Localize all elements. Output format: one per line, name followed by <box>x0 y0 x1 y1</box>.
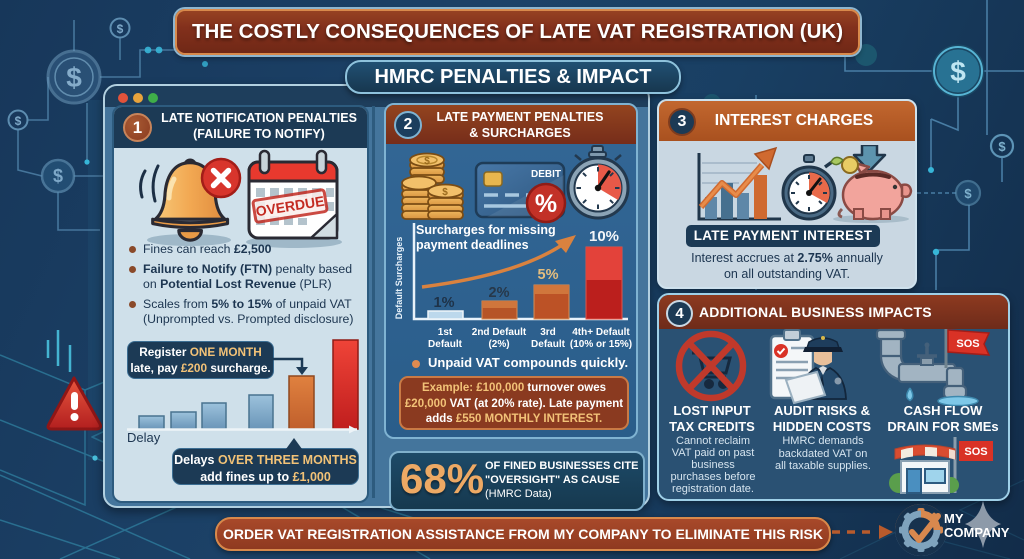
svg-text:2%: 2% <box>489 285 510 301</box>
svg-text:5%: 5% <box>538 267 559 283</box>
svg-text:$: $ <box>117 22 124 36</box>
svg-text:$: $ <box>15 114 22 128</box>
svg-text:10%: 10% <box>589 228 619 245</box>
svg-text:$: $ <box>950 56 966 87</box>
svg-text:SOS: SOS <box>964 446 987 458</box>
svg-text:SOS: SOS <box>956 338 979 350</box>
svg-text:$: $ <box>424 156 430 167</box>
svg-text:$: $ <box>53 166 63 186</box>
svg-text:DEBIT: DEBIT <box>531 169 561 180</box>
svg-text:$: $ <box>998 139 1006 154</box>
svg-text:$: $ <box>964 186 972 201</box>
svg-text:$: $ <box>66 62 82 93</box>
svg-text:$: $ <box>442 187 448 198</box>
svg-text:%: % <box>535 190 557 218</box>
svg-text:1%: 1% <box>434 295 455 311</box>
